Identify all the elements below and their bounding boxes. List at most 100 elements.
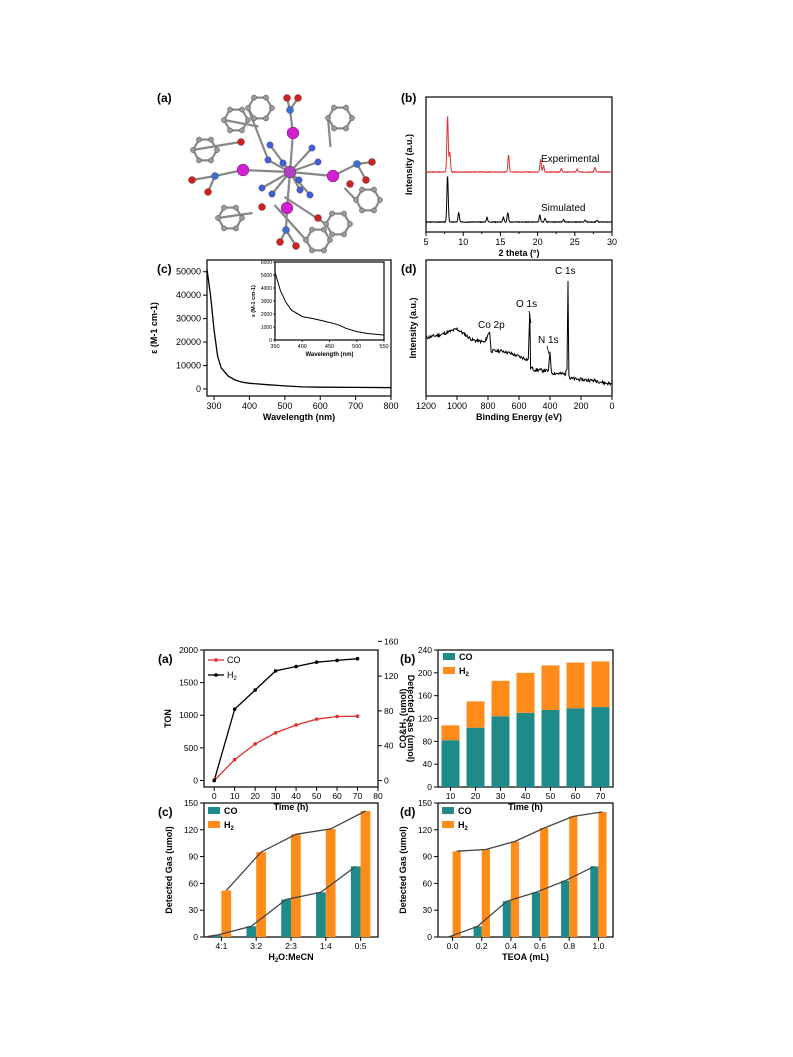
- legend-swatch: [442, 807, 454, 814]
- x-tick-label: 2:3: [285, 941, 297, 951]
- x-tick-label: 4:1: [215, 941, 227, 951]
- bar-H2: [291, 834, 301, 937]
- y-tick-label: 150: [418, 798, 432, 808]
- legend-label: CO: [459, 652, 473, 662]
- x-tick-label: 600: [511, 401, 526, 411]
- atom: [353, 197, 359, 203]
- data-point-CO: [335, 714, 339, 719]
- bond: [217, 211, 253, 220]
- atom: [196, 157, 202, 164]
- series-xps: [425, 280, 613, 387]
- bond: [223, 118, 259, 128]
- atom: [268, 190, 276, 198]
- x-tick-label: 50: [312, 791, 322, 801]
- fig2-panel-d-teoa-bars: (d) 0 30 60 90 120 150 0.0 0.2 0.4 0.6 0.8 1.0 TEOA (…: [398, 798, 614, 962]
- y-tick-label: 20000: [176, 337, 201, 347]
- atom: [306, 191, 314, 199]
- atom: [266, 141, 274, 149]
- fig2-panel-b-stacked-bars: (b) 0 40 80 120 160 200 240 10 20 30 40 50 60 70 Time (…: [398, 645, 614, 812]
- atom: [282, 226, 290, 234]
- atom: [359, 207, 365, 214]
- peak-annotation: O 1s: [516, 299, 537, 310]
- y-tick-label: 500: [184, 743, 198, 753]
- inset-y-tick-label: 5000: [261, 273, 272, 279]
- atom: [362, 176, 370, 184]
- x-tick-label: 30: [271, 791, 281, 801]
- inset-x-tick-label: 500: [352, 344, 361, 350]
- x-axis-label: Wavelength (nm): [263, 412, 335, 422]
- annotation-leader: [546, 345, 550, 355]
- panel-label: (c): [158, 805, 173, 819]
- y-axis-label: CO&H2 (umol): [398, 689, 410, 749]
- atom: [239, 127, 245, 134]
- bar-H2: [360, 811, 371, 937]
- inset-y-label: ε (M-1 cm-1): [251, 285, 257, 317]
- atom: [227, 127, 233, 134]
- x-tick-label: 25: [570, 237, 580, 247]
- x-axis-label: TEOA (mL): [502, 952, 549, 962]
- atom: [233, 204, 239, 211]
- data-point-CO: [253, 742, 257, 746]
- bond: [192, 140, 244, 152]
- atom: [321, 226, 327, 233]
- x-tick-label: 0: [609, 401, 614, 411]
- atom: [221, 204, 227, 211]
- atom: [233, 225, 239, 232]
- bar-CO: [466, 727, 485, 787]
- y-tick-label: 90: [189, 852, 199, 862]
- atom: [343, 104, 349, 111]
- panel-label: (c): [157, 262, 172, 276]
- x-tick-label: 0.8: [563, 941, 575, 951]
- bar-CO: [531, 892, 541, 937]
- atom: [190, 147, 196, 153]
- y-tick-label: 160: [418, 691, 432, 701]
- data-point-CO: [294, 723, 298, 727]
- x-tick-label: 200: [573, 401, 588, 411]
- legend-swatch: [443, 653, 455, 660]
- bar-H2: [325, 828, 336, 937]
- x-axis-label: Time (h): [274, 802, 309, 812]
- trend-line-CO: [203, 865, 357, 938]
- y2-tick-label: 80: [384, 706, 394, 716]
- x-tick-label: 40: [521, 791, 531, 801]
- bar-H2: [516, 672, 535, 713]
- bar-CO: [566, 708, 585, 787]
- atom: [377, 197, 383, 203]
- bond: [273, 204, 307, 241]
- atom: [368, 158, 376, 166]
- plot-frame: [425, 259, 613, 397]
- legend-label: CO: [224, 806, 238, 816]
- x-tick-label: 300: [207, 401, 222, 411]
- y-tick-label: 120: [418, 825, 432, 835]
- peak-annotation: N 1s: [538, 335, 559, 346]
- x-tick-label: 30: [496, 791, 506, 801]
- x-tick-label: 0:5: [355, 941, 367, 951]
- series-absorbance: [206, 269, 392, 389]
- panel-c-uvvis-chart: (c)300 400 500 600 700 8000100002000030000400…: [149, 259, 399, 422]
- atom: [211, 172, 219, 180]
- atom: [221, 225, 227, 232]
- legend-label: H2: [224, 820, 235, 832]
- atom: [237, 138, 245, 146]
- bar-CO: [591, 707, 610, 787]
- y-tick-label: 30: [189, 905, 199, 915]
- trend-line-CO: [438, 865, 595, 938]
- panel-label: (d): [401, 262, 416, 276]
- atom: [303, 237, 309, 243]
- x-axis-label: Time (h): [508, 802, 543, 812]
- bar-CO: [491, 716, 510, 787]
- fig2-panel-a-time-course: (a)0 10 20 30 40 50 60 70 8005001000150020000408…: [158, 636, 416, 812]
- trend-line-H2: [456, 811, 603, 852]
- data-point-CO: [232, 757, 237, 762]
- atom: [371, 207, 377, 214]
- x-tick-label: 60: [332, 791, 342, 801]
- atom: [308, 144, 316, 152]
- atom: [239, 106, 245, 113]
- data-point-H2: [335, 658, 339, 663]
- y-tick-label: 60: [423, 878, 433, 888]
- atom: [208, 157, 214, 164]
- x-tick-label: 20: [471, 791, 481, 801]
- x-tick-label: 700: [348, 401, 363, 411]
- atom: [309, 226, 315, 233]
- y-tick-label: 40: [423, 759, 433, 769]
